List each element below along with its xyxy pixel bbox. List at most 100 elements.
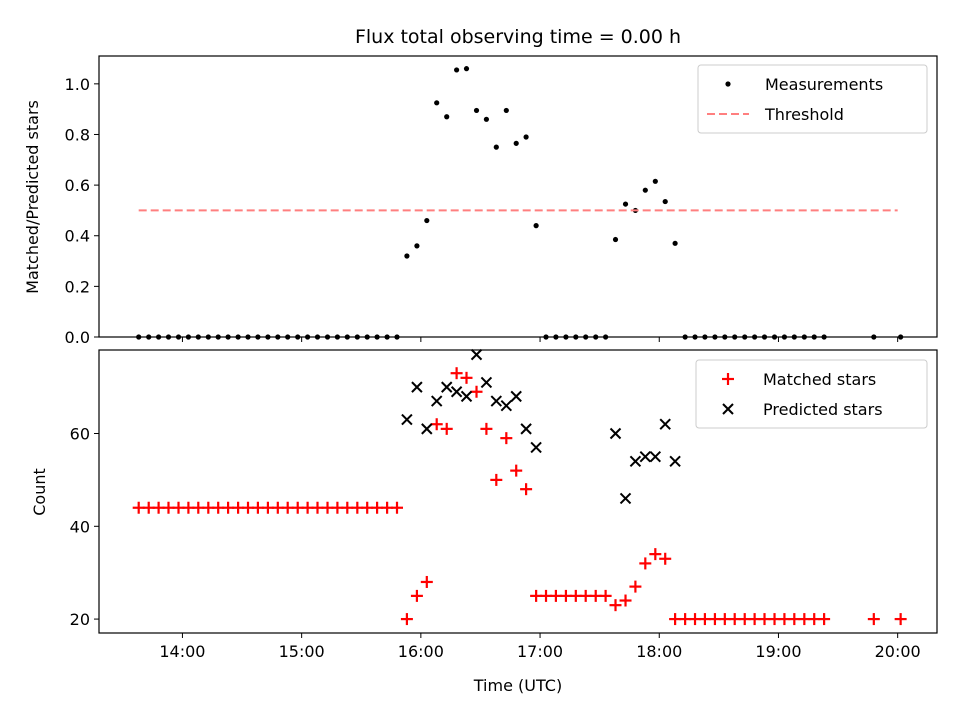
measurements-point [424, 217, 430, 224]
matched-stars-point [480, 422, 493, 435]
measurements-point [652, 178, 658, 184]
matched-stars-point [400, 613, 413, 626]
predicted-stars-point [490, 395, 503, 407]
matched-stars-point [520, 483, 533, 496]
x-tick-label: 19:00 [755, 642, 801, 661]
measurements-point [454, 67, 460, 73]
y-tick-label: 0.6 [65, 176, 90, 195]
matched-stars-point [788, 613, 801, 626]
predicted-stars-point [450, 386, 463, 398]
predicted-stars-point [659, 418, 671, 430]
matched-stars-point [251, 501, 264, 514]
ratio-axes-frame [98, 55, 938, 338]
matched-stars-point [510, 464, 523, 477]
measurements-point [503, 107, 509, 114]
measurements-point [414, 243, 420, 249]
predicted-stars-point [609, 427, 622, 440]
count-axes-frame [98, 349, 938, 634]
matched-stars-point [649, 548, 662, 561]
measurements-point [483, 116, 490, 122]
predicted-stars-point [619, 492, 632, 505]
measurements-point [642, 187, 648, 193]
matched-stars-point [371, 501, 384, 514]
predicted-stars-point [470, 348, 483, 361]
predicted-stars-point [480, 376, 493, 389]
x-tick-label: 17:00 [517, 642, 563, 661]
measurements-point [493, 144, 499, 150]
y-tick-label: 0.4 [65, 227, 90, 246]
x-tick-label: 16:00 [398, 642, 444, 661]
predicted-stars-point [430, 395, 443, 407]
matched-stars-point [894, 613, 907, 626]
predicted-stars-point [629, 455, 642, 468]
predicted-stars-point [460, 390, 473, 403]
ratio-y-axis-label: Matched/Predicted stars [23, 100, 42, 294]
matched-stars-point [281, 501, 294, 514]
predicted-stars-point [520, 423, 532, 435]
measurements-point [404, 253, 410, 259]
matched-stars-point [490, 473, 503, 486]
legend-label-matched: Matched stars [763, 370, 876, 389]
matched-stars-point [500, 432, 513, 445]
measurements-point [622, 201, 629, 207]
x-tick-label: 18:00 [636, 642, 682, 661]
ratio-panel: Flux total observing time = 0.00 h 0.00.… [23, 26, 938, 347]
chart-title: Flux total observing time = 0.00 h [355, 26, 681, 48]
matched-stars-point [758, 613, 771, 626]
x-tick-label: 14:00 [159, 642, 205, 661]
y-tick-label: 1.0 [65, 75, 90, 94]
predicted-stars-point [669, 455, 681, 468]
x-tick-label: 20:00 [875, 642, 921, 661]
legend-marker-predicted [722, 403, 734, 415]
matched-stars-point [222, 501, 235, 514]
y-tick-label: 60 [70, 425, 90, 444]
measurements-point [473, 107, 480, 114]
y-tick-label: 20 [70, 610, 90, 629]
matched-stars-point [162, 501, 175, 514]
y-tick-label: 0.2 [65, 277, 90, 296]
count-x-ticks: 14:00 15:00 16:00 17:00 18:00 19:00 20:00 [159, 633, 921, 661]
matched-stars-point [450, 367, 463, 380]
matched-stars-point [818, 613, 831, 626]
ratio-x-ticks [181, 337, 899, 342]
matched-stars-point [460, 371, 473, 384]
y-tick-label: 0.8 [65, 125, 90, 144]
matched-stars-point [639, 557, 652, 570]
ratio-y-ticks: 0.0 0.2 0.4 0.6 0.8 1.0 [65, 75, 99, 347]
measurements-point [612, 236, 619, 243]
matched-stars-point [867, 613, 880, 626]
matched-stars-point [311, 501, 324, 514]
predicted-stars-point [510, 390, 522, 403]
count-panel: 20 40 60 14:00 15:00 16:00 17:00 18:00 19:00 20:… [30, 348, 938, 695]
matched-stars-point [728, 613, 741, 626]
predicted-stars-point [639, 450, 652, 463]
x-tick-label: 15:00 [279, 642, 325, 661]
predicted-stars-point [649, 450, 662, 463]
measurements-point [523, 134, 529, 140]
matched-stars-point [549, 589, 562, 602]
matched-stars-point [609, 599, 622, 612]
predicted-stars-point [441, 381, 453, 393]
matched-stars-point [420, 575, 433, 588]
y-tick-label: 0.0 [65, 328, 90, 347]
measurements-point [662, 198, 668, 205]
measurements-point [434, 100, 440, 106]
measurements-point [533, 223, 539, 229]
matched-stars-point [629, 580, 642, 593]
predicted-stars-point [401, 413, 413, 426]
matched-stars-point [619, 594, 632, 607]
matched-stars-point [669, 613, 682, 626]
measurements-point [444, 114, 450, 120]
legend-frame [695, 359, 928, 429]
count-y-ticks: 20 40 60 [70, 425, 99, 629]
matched-stars-point [192, 501, 205, 514]
count-y-axis-label: Count [30, 468, 49, 516]
measurements-point [513, 140, 519, 146]
matched-stars-point [430, 418, 443, 431]
matched-stars-point [440, 422, 453, 435]
x-axis-label: Time (UTC) [473, 676, 562, 695]
predicted-stars-point [411, 381, 423, 393]
legend-label-measurements: Measurements [765, 75, 883, 94]
count-marks [132, 348, 907, 626]
